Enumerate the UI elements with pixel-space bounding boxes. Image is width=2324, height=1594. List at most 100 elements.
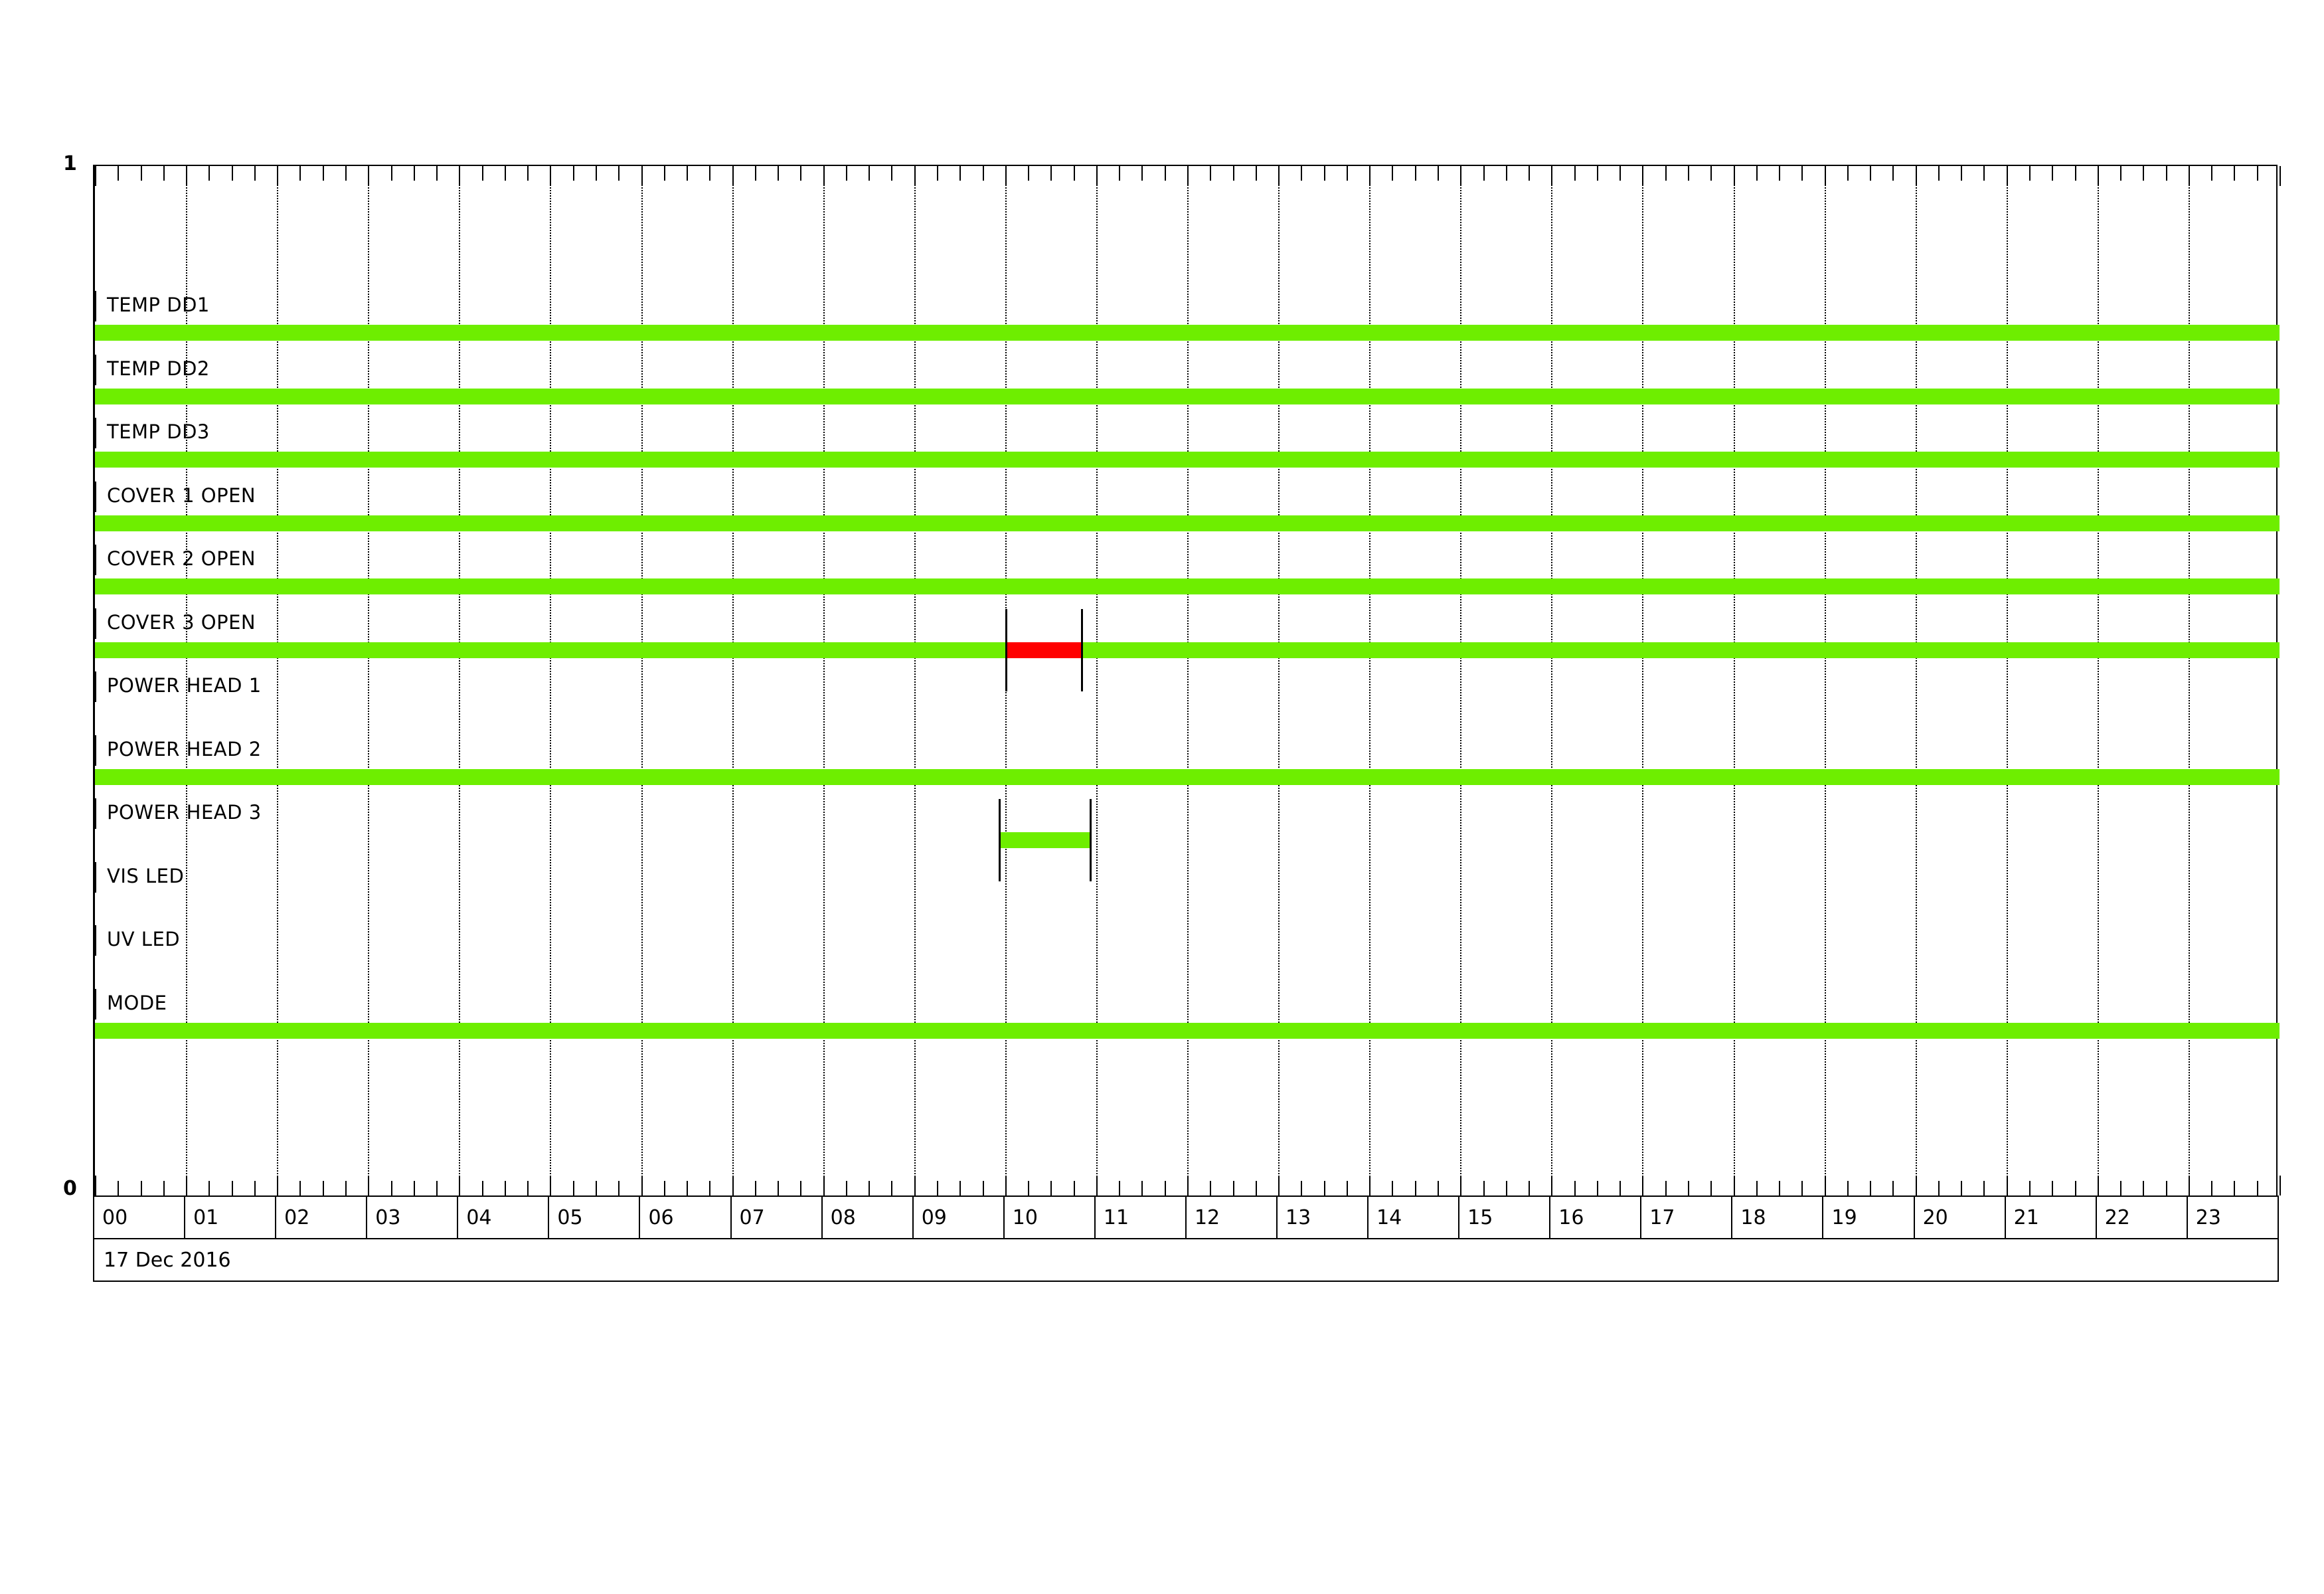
row-label-temp-dd1: TEMP DD1 [107,294,210,316]
tick [1505,166,1507,181]
tick [1983,1181,1985,1196]
tick [1619,1181,1621,1196]
hour-cell-06[interactable]: 06 [640,1197,732,1238]
gridline-hour-11 [1096,166,1098,1196]
tick [618,166,620,181]
status-bar-active [95,325,2280,341]
tick [2143,1181,2145,1196]
tick [2256,1181,2258,1196]
hour-cell-07[interactable]: 07 [732,1197,823,1238]
tick [481,166,483,181]
hour-label: 10 [1012,1205,1038,1229]
hour-cell-10[interactable]: 10 [1005,1197,1096,1238]
tick [2074,166,2076,181]
gridline-hour-22 [2097,166,2099,1196]
hour-cell-20[interactable]: 20 [1915,1197,2006,1238]
hour-label: 17 [1649,1205,1675,1229]
tick [572,1181,574,1196]
row-axis-tick [93,354,96,385]
tick [1369,166,1371,186]
hour-cell-18[interactable]: 18 [1732,1197,1824,1238]
hour-cell-14[interactable]: 14 [1369,1197,1460,1238]
tick [1710,166,1712,181]
tick [618,1181,620,1196]
tick [390,166,392,181]
hour-cell-01[interactable]: 01 [185,1197,277,1238]
tick [1119,166,1121,181]
tick [1141,166,1143,181]
tick [1574,1181,1576,1196]
tick [2188,166,2190,186]
hour-cell-09[interactable]: 09 [914,1197,1005,1238]
status-bar-alarm [1005,642,1081,658]
row-label-cover-1-open: COVER 1 OPEN [107,484,256,507]
tick [322,1181,324,1196]
tick [436,166,438,181]
tick [1096,166,1098,186]
tick [1779,166,1781,181]
tick [1961,1181,1963,1196]
row-label-power-head-1: POWER HEAD 1 [107,674,262,697]
row-label-power-head-3: POWER HEAD 3 [107,801,262,824]
hour-cell-17[interactable]: 17 [1641,1197,1733,1238]
status-bar-active [95,578,2280,594]
hour-cell-16[interactable]: 16 [1550,1197,1642,1238]
row-label-mode: MODE [107,991,167,1014]
tick [2188,1176,2190,1196]
hour-label: 02 [284,1205,310,1229]
tick [2052,166,2054,181]
hour-cell-11[interactable]: 11 [1096,1197,1187,1238]
hour-cell-15[interactable]: 15 [1459,1197,1551,1238]
tick [186,166,188,186]
hour-cell-03[interactable]: 03 [367,1197,459,1238]
tick [595,1181,597,1196]
tick [1187,1176,1189,1196]
gridline-hour-21 [2006,166,2008,1196]
tick [1028,1181,1030,1196]
tick [2211,166,2213,181]
hour-cell-00[interactable]: 00 [94,1197,186,1238]
tick [1187,166,1189,186]
tick [2074,1181,2076,1196]
hour-cell-23[interactable]: 23 [2188,1197,2278,1238]
tick [914,166,916,186]
tick [1483,166,1485,181]
tick [1551,1176,1553,1196]
hour-label: 14 [1376,1205,1402,1229]
tick [1028,166,1030,181]
hour-cell-08[interactable]: 08 [823,1197,914,1238]
hour-label: 23 [2195,1205,2221,1229]
hour-label: 01 [193,1205,219,1229]
y-axis-min-label: 0 [63,1177,77,1200]
hour-cell-02[interactable]: 02 [276,1197,368,1238]
tick [1596,1181,1598,1196]
hour-cell-21[interactable]: 21 [2006,1197,2097,1238]
tick [118,1181,120,1196]
tick [1551,166,1553,186]
hour-cell-19[interactable]: 19 [1823,1197,1915,1238]
hour-cell-04[interactable]: 04 [458,1197,550,1238]
tick [231,166,233,181]
hour-cell-22[interactable]: 22 [2097,1197,2188,1238]
tick [2165,166,2167,181]
tick [1210,166,1212,181]
hour-label: 12 [1194,1205,1220,1229]
tick [778,1181,780,1196]
tick [1915,166,1917,186]
tick [937,166,939,181]
tick [891,1181,893,1196]
hour-cell-13[interactable]: 13 [1278,1197,1369,1238]
tick [368,1176,370,1196]
hour-cell-05[interactable]: 05 [549,1197,641,1238]
hour-cell-12[interactable]: 12 [1187,1197,1278,1238]
tick [1665,166,1667,181]
tick [299,166,301,181]
row-axis-tick [93,988,96,1019]
tick [2097,1176,2099,1196]
hour-label: 16 [1558,1205,1584,1229]
tick [1687,166,1689,181]
hour-label: 15 [1467,1205,1493,1229]
gridline-hour-20 [1915,166,1917,1196]
tick [2097,166,2099,186]
hour-label: 20 [1922,1205,1948,1229]
